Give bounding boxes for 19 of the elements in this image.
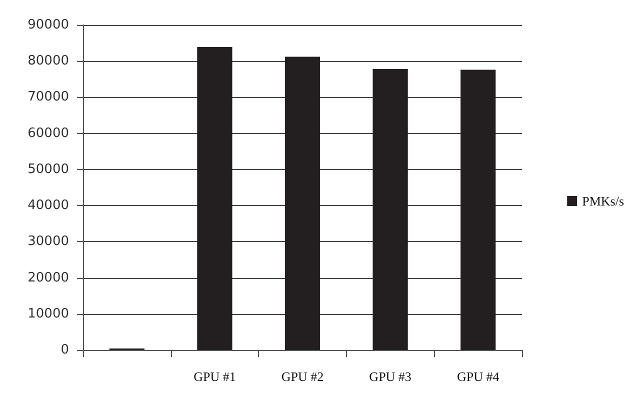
legend-label: PMKs/s (582, 194, 624, 208)
x-tick-label: GPU #1 (194, 369, 236, 384)
y-tick-label: 60000 (28, 126, 69, 141)
y-tick-label: 10000 (28, 306, 69, 322)
y-tick-label: 80000 (28, 54, 69, 69)
y-tick-label: 70000 (28, 90, 69, 105)
y-tick-label: 90000 (28, 18, 69, 32)
x-tick-label: GPU #2 (281, 369, 324, 384)
y-tick-label: 50000 (28, 162, 69, 177)
y-tick-label: 20000 (28, 270, 69, 286)
x-tick-label: GPU #3 (369, 369, 412, 384)
bar (460, 70, 496, 350)
bar (284, 56, 320, 350)
bar (372, 69, 408, 350)
bar (197, 47, 232, 350)
x-tick-label: GPU #4 (456, 369, 500, 384)
y-tick-label: 30000 (28, 234, 69, 250)
y-tick-label: 40000 (28, 198, 69, 214)
y-tick-label: 0 (60, 342, 69, 358)
